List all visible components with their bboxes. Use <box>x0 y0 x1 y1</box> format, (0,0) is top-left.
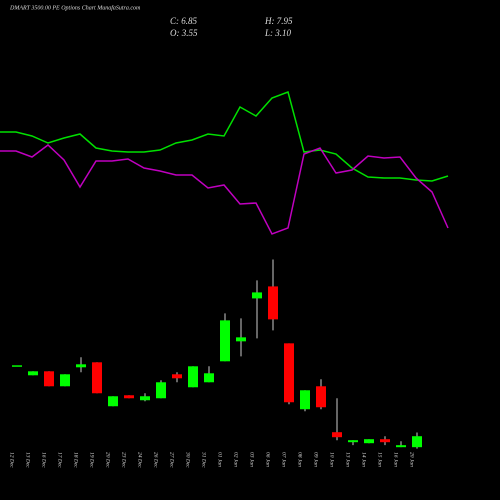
x-tick-label: 27 Dec <box>169 452 175 468</box>
candle-body <box>220 320 230 362</box>
x-tick-label: 26 Dec <box>153 452 159 468</box>
x-tick-label: 07 Jan <box>281 452 287 467</box>
x-tick-label: 01 Jan <box>217 452 223 467</box>
x-tick-label: 19 Dec <box>89 452 95 468</box>
high-label: H: 7.95 <box>264 16 293 26</box>
low-label: L: 3.10 <box>264 28 292 38</box>
candle-body <box>380 439 390 443</box>
candle-body <box>172 374 182 379</box>
x-tick-label: 18 Dec <box>73 452 79 468</box>
candle-body <box>124 395 134 399</box>
x-tick-label: 02 Jan <box>233 452 239 467</box>
candle-body <box>140 396 150 401</box>
x-tick-label: 20 Jan <box>409 452 415 467</box>
candle-body <box>284 343 294 403</box>
x-tick-label: 23 Dec <box>121 452 127 468</box>
close-label: C: 6.85 <box>170 16 198 26</box>
candle-body <box>44 371 54 387</box>
x-tick-label: 03 Jan <box>249 452 255 467</box>
candle-body <box>204 373 214 383</box>
candle-body <box>316 386 326 408</box>
x-tick-label: 31 Dec <box>201 451 207 468</box>
candle-body <box>348 440 358 443</box>
line-series <box>0 91 449 182</box>
candle-body <box>332 432 342 438</box>
candle-body <box>76 364 86 368</box>
x-tick-label: 15 Jan <box>377 452 383 467</box>
x-tick-label: 08 Jan <box>297 452 303 467</box>
candle-body <box>252 292 262 299</box>
candle-body <box>364 439 374 444</box>
x-tick-label: 16 Dec <box>41 452 47 468</box>
candle-body <box>60 374 70 387</box>
x-tick-label: 14 Jan <box>361 452 368 467</box>
candle-body <box>156 382 166 399</box>
x-tick-label: 24 Dec <box>137 452 144 468</box>
x-tick-label: 10 Jan <box>329 452 335 467</box>
x-tick-label: 20 Dec <box>105 452 111 468</box>
x-tick-label: 17 Dec <box>57 452 63 468</box>
open-label: O: 3.55 <box>170 28 198 38</box>
candle-body <box>396 445 406 448</box>
x-tick-label: 16 Jan <box>393 452 399 467</box>
x-tick-label: 13 Jan <box>345 452 351 467</box>
line-series <box>0 144 449 235</box>
x-tick-label: 30 Dec <box>185 451 191 468</box>
x-tick-label: 13 Dec <box>25 452 31 468</box>
candle-body <box>188 366 198 388</box>
candle-body <box>92 362 102 394</box>
candle-body <box>108 396 118 407</box>
candle-body <box>28 371 38 376</box>
candle-body <box>268 286 278 320</box>
chart-title: DMART 3500.00 PE Options Chart MunafaSut… <box>9 4 141 11</box>
candle-body <box>236 337 246 342</box>
candle-body <box>12 365 22 367</box>
candle-body <box>412 436 422 448</box>
x-tick-label: 12 Dec <box>9 452 15 468</box>
x-tick-label: 06 Jan <box>265 452 271 467</box>
candle-body <box>300 390 310 410</box>
x-tick-label: 09 Jan <box>313 452 319 467</box>
